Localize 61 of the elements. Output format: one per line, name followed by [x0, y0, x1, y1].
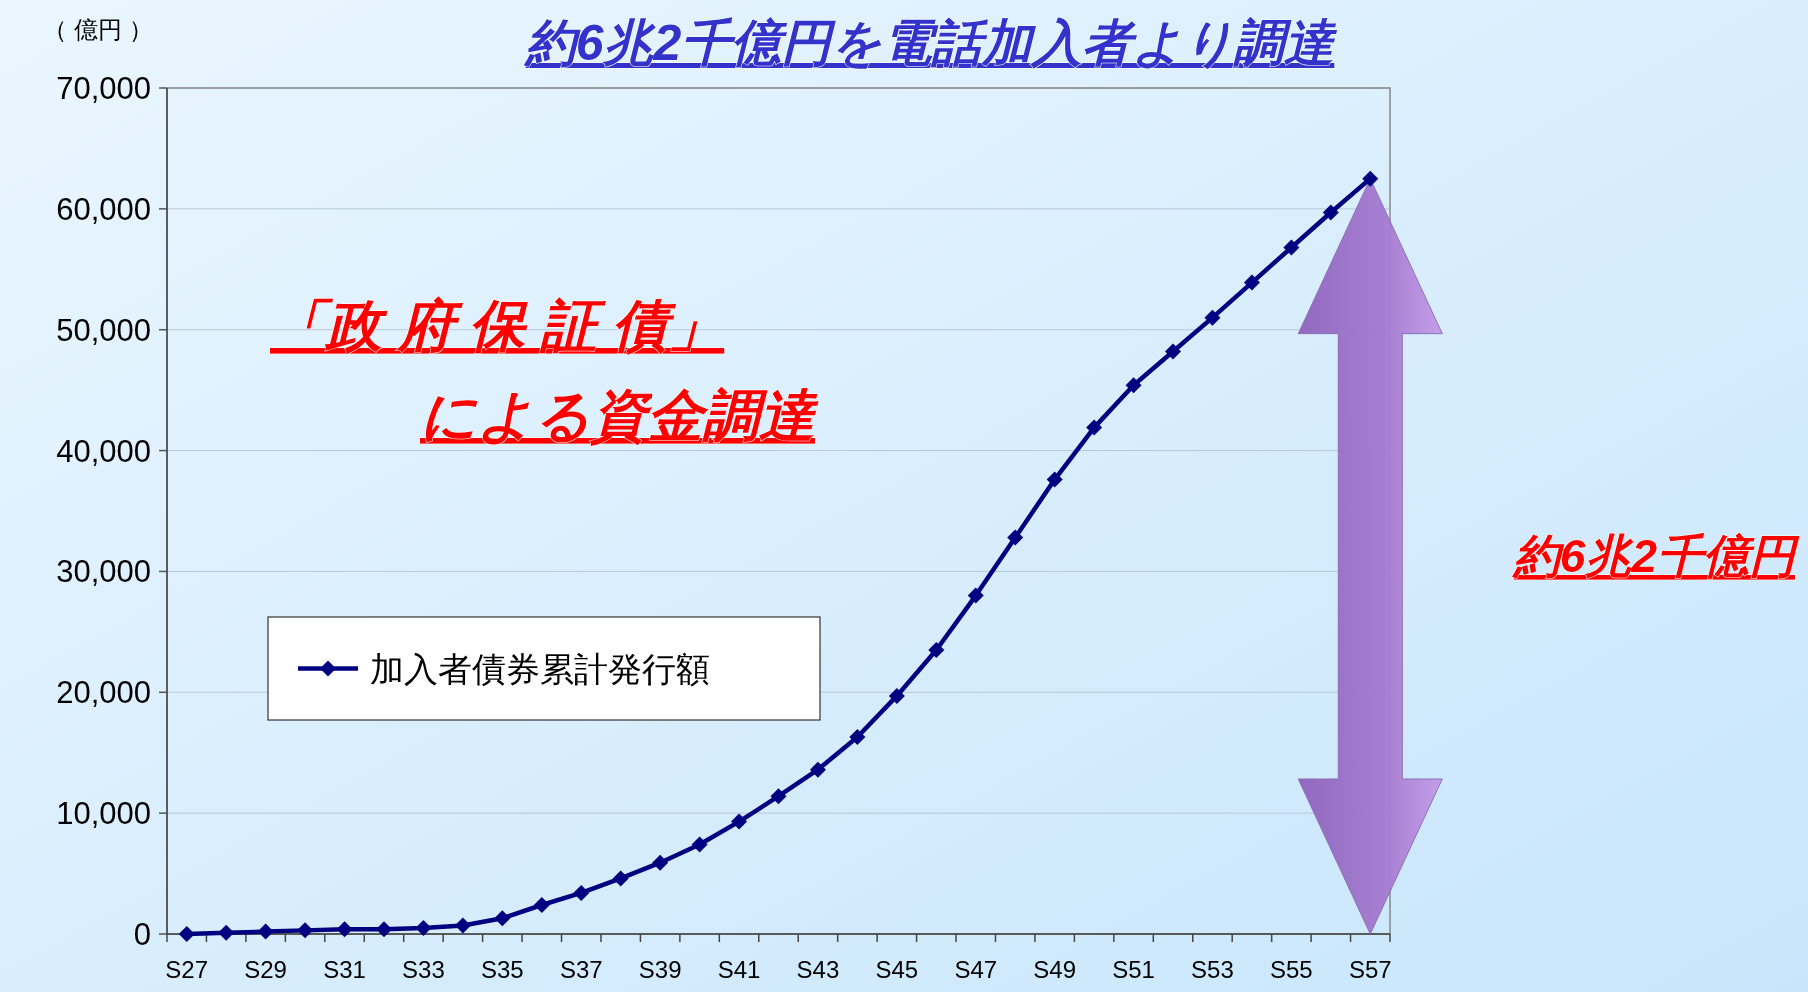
point [928, 641, 945, 658]
x-tick-label: S29 [244, 956, 287, 983]
point [494, 910, 511, 927]
point [415, 919, 432, 936]
point [691, 836, 708, 853]
x-tick-label: S53 [1191, 956, 1234, 983]
y-tick-label: 40,000 [56, 433, 151, 469]
annotation: による資金調達 [420, 384, 819, 447]
y-tick-label: 50,000 [56, 312, 151, 348]
point [178, 926, 195, 942]
x-tick-label: S37 [559, 956, 603, 983]
y-tick-label: 10,000 [56, 796, 151, 832]
point [1283, 239, 1300, 256]
x-tick-label: S33 [402, 956, 445, 983]
point [1204, 309, 1221, 326]
point [1007, 529, 1024, 546]
x-tick-label: S41 [717, 956, 761, 983]
x-tick-label: S43 [796, 956, 840, 983]
y-tick-label: 70,000 [56, 71, 151, 106]
annotation: 「政 府 保 証 債」 [270, 294, 725, 357]
point [257, 923, 274, 940]
point [1125, 377, 1142, 394]
x-tick-label: S57 [1348, 956, 1392, 983]
y-tick-label: 20,000 [56, 675, 151, 711]
point [454, 917, 471, 934]
point [731, 813, 748, 830]
point [652, 854, 669, 871]
point [1362, 170, 1379, 187]
point [1165, 343, 1182, 360]
x-tick-label: S27 [165, 956, 209, 983]
point [1086, 419, 1103, 436]
point [1243, 274, 1260, 291]
x-tick-label: S31 [323, 956, 366, 983]
point [849, 729, 866, 745]
legend-label: 加入者債券累計発行額 [370, 649, 710, 688]
x-tick-label: S55 [1270, 956, 1313, 983]
x-tick-label: S51 [1112, 956, 1155, 983]
y-tick-label: 60,000 [56, 191, 151, 227]
point [770, 788, 787, 805]
point [1322, 204, 1339, 221]
y-tick-label: 30,000 [56, 554, 151, 590]
point [967, 587, 984, 604]
x-tick-label: S45 [875, 956, 919, 983]
point [336, 921, 353, 938]
text: 約6兆2千億円 [1510, 530, 1800, 582]
x-tick-label: S47 [954, 956, 998, 983]
point [218, 924, 235, 941]
y-axis-title: （ 億円 ） [43, 16, 153, 43]
point [612, 870, 629, 887]
x-tick-label: S35 [480, 956, 524, 983]
point [809, 761, 826, 778]
legend: 加入者債券累計発行額 [267, 616, 821, 721]
chart-title: 約6兆2千億円を電話加入者より調達 [522, 15, 1339, 71]
point [573, 884, 590, 901]
y-tick-label: 0 [133, 917, 151, 952]
point [1046, 471, 1063, 488]
point [533, 896, 550, 913]
point [297, 922, 314, 939]
x-tick-label: S49 [1033, 956, 1077, 983]
point [888, 687, 905, 704]
x-tick-label: S39 [638, 956, 682, 983]
